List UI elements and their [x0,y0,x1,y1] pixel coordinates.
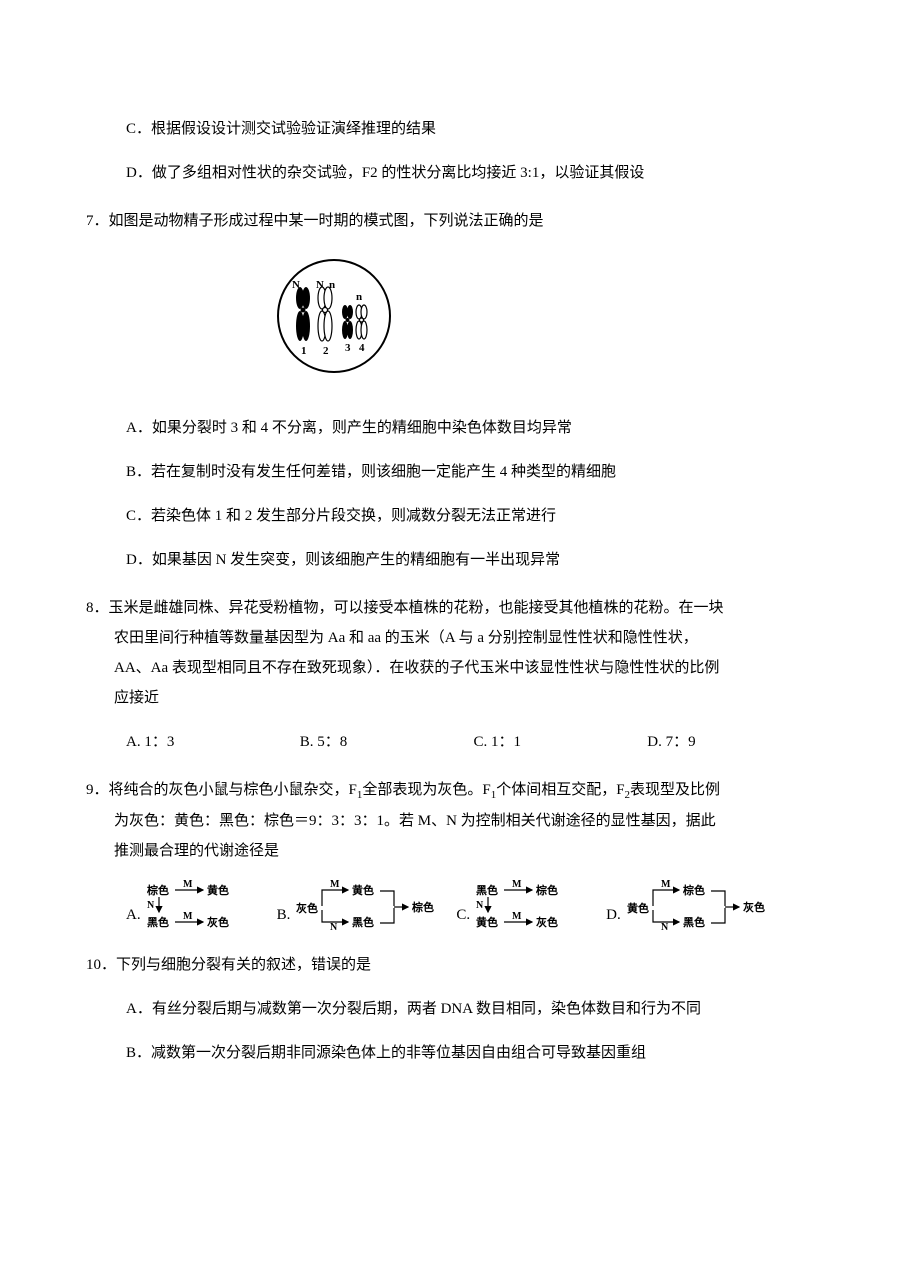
q9-label-c: C. [456,900,470,932]
q8-option-a: A. 1：3 [126,727,296,757]
cell-svg: N 1 N n 2 3 [266,254,416,384]
svg-text:M: M [183,880,193,890]
q8-line1: 8．玉米是雌雄同株、异花受粉植物，可以接受本植株的花粉，也能接受其他植株的花粉。… [86,600,724,616]
svg-text:棕色: 棕色 [535,883,558,897]
q9-line2: 为灰色：黄色：黑色：棕色＝9：3：3：1。若 M、N 为控制相关代谢途径的显性基… [86,806,834,836]
q7-stem: 7．如图是动物精子形成过程中某一时期的模式图，下列说法正确的是 [86,206,834,236]
q10-option-b: B．减数第一次分裂后期非同源染色体上的非等位基因自由组合可导致基因重组 [126,1038,834,1068]
svg-text:棕色: 棕色 [682,883,705,897]
svg-text:M: M [330,880,340,890]
svg-text:M: M [183,911,193,922]
q8-stem: 8．玉米是雌雄同株、异花受粉植物，可以接受本植株的花粉，也能接受其他植株的花粉。… [86,593,834,713]
q8-line4: 应接近 [86,683,834,713]
q6-option-d: D．做了多组相对性状的杂交试验，F2 的性状分离比均接近 3:1，以验证其假设 [126,158,834,188]
svg-text:棕色: 棕色 [411,900,434,914]
svg-text:黑色: 黑色 [476,883,498,897]
q9-option-a-diagram: A. 棕色 M 黄色 N 黑色 M 灰色 [126,880,263,932]
q9-option-c-diagram: C. 黑色 M 棕色 N 黄色 M 灰色 [456,880,592,932]
svg-text:N: N [661,922,669,932]
svg-text:灰色: 灰色 [743,900,765,914]
svg-text:黄色: 黄色 [352,883,374,897]
svg-text:n: n [356,291,362,303]
q8-options: A. 1：3 B. 5：8 C. 1：1 D. 7：9 [126,727,834,757]
q9-label-d: D. [606,900,621,932]
q9-pathway-row: A. 棕色 M 黄色 N 黑色 M 灰色 B. 灰色 M 黄色 N [126,880,834,932]
q6-option-c: C．根据假设设计测交试验验证演绎推理的结果 [126,114,834,144]
q8-option-b: B. 5：8 [300,727,470,757]
q9-option-d-diagram: D. 黄色 M 棕色 N 黑色 灰色 [606,880,773,932]
q7-option-d: D．如果基因 N 发生突变，则该细胞产生的精细胞有一半出现异常 [126,545,834,575]
svg-text:3: 3 [345,342,351,354]
svg-text:M: M [512,911,522,922]
svg-text:黄色: 黄色 [476,915,498,929]
q9-label-a: A. [126,900,141,932]
q9-pre: 9．将纯合的灰色小鼠与棕色小鼠杂交，F [86,782,357,798]
svg-text:黄色: 黄色 [207,883,229,897]
svg-text:黄色: 黄色 [627,901,649,915]
q7-option-a: A．如果分裂时 3 和 4 不分离，则产生的精细胞中染色体数目均异常 [126,413,834,443]
svg-text:黑色: 黑色 [352,915,374,929]
q9-label-b: B. [277,900,291,932]
q10-option-a: A．有丝分裂后期与减数第一次分裂后期，两者 DNA 数目相同，染色体数目和行为不… [126,994,834,1024]
q7-option-b: B．若在复制时没有发生任何差错，则该细胞一定能产生 4 种类型的精细胞 [126,457,834,487]
q9-mid2: 个体间相互交配，F [496,782,624,798]
q10-stem: 10．下列与细胞分裂有关的叙述，错误的是 [86,950,834,980]
svg-text:1: 1 [301,345,307,357]
svg-text:N: N [330,922,338,932]
svg-text:M: M [512,880,522,890]
q9-line3: 推测最合理的代谢途径是 [86,836,834,866]
svg-text:4: 4 [359,342,365,354]
q8-option-c: C. 1：1 [474,727,644,757]
svg-text:灰色: 灰色 [207,915,229,929]
svg-text:黑色: 黑色 [683,915,705,929]
svg-text:灰色: 灰色 [536,915,558,929]
q7-cell-diagram: N 1 N n 2 3 [266,254,834,395]
svg-text:棕色: 棕色 [146,883,169,897]
svg-text:M: M [661,880,671,890]
q9-mid1: 全部表现为灰色。F [362,782,490,798]
q8-line3: AA、Aa 表现型相同且不存在致死现象）．在收获的子代玉米中该显性性状与隐性性状… [86,653,834,683]
q8-option-d: D. 7：9 [647,727,797,757]
q9-option-b-diagram: B. 灰色 M 黄色 N 黑色 棕色 [277,880,443,932]
svg-text:黑色: 黑色 [147,915,169,929]
svg-text:N: N [147,900,155,911]
svg-text:灰色: 灰色 [296,901,318,915]
q8-line2: 农田里间行种植等数量基因型为 Aa 和 aa 的玉米（A 与 a 分别控制显性性… [86,623,834,653]
q9-post: 表现型及比例 [630,782,720,798]
svg-text:N: N [476,900,484,911]
q7-option-c: C．若染色体 1 和 2 发生部分片段交换，则减数分裂无法正常进行 [126,501,834,531]
svg-text:2: 2 [323,345,329,357]
q9-stem: 9．将纯合的灰色小鼠与棕色小鼠杂交，F1全部表现为灰色。F1个体间相互交配，F2… [86,775,834,866]
